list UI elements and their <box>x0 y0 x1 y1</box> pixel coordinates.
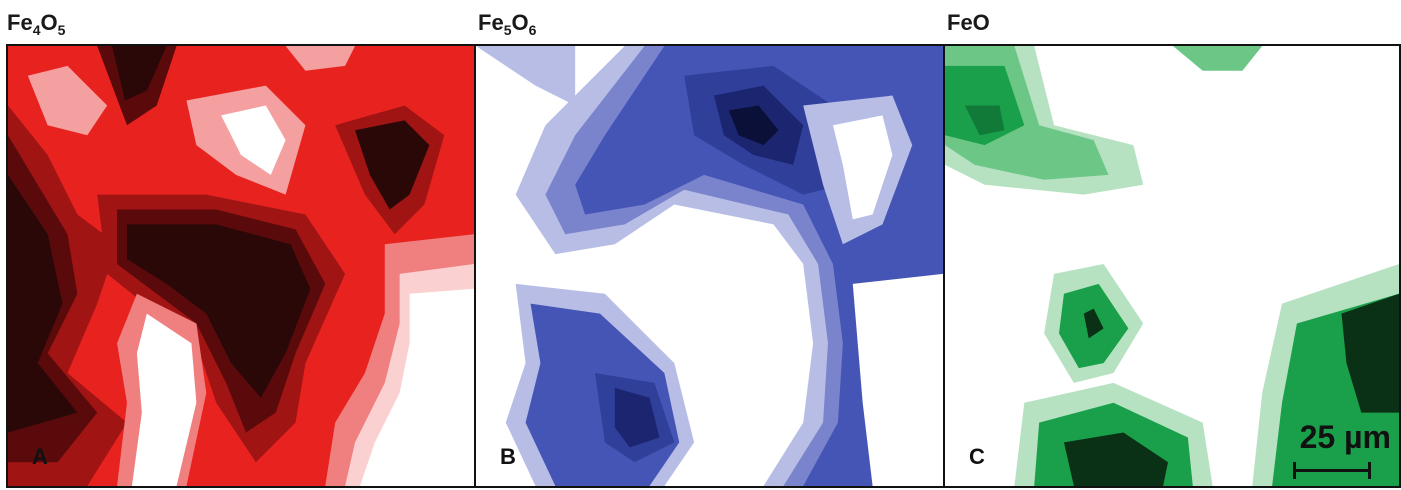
panel-b-contours <box>476 46 943 486</box>
panel-b-title: Fe5O6 <box>478 10 537 38</box>
panel-b-label: B <box>500 444 516 469</box>
panel-c-title: FeO <box>947 10 990 35</box>
panel-c-contours <box>945 46 1399 486</box>
scale-bar-label: 25 µm <box>1299 419 1391 455</box>
panel-a-contours <box>8 46 474 486</box>
panel-a-map: A <box>6 44 476 488</box>
panel-a-title: Fe4O5 <box>7 10 66 38</box>
panel-c-label: C <box>969 444 985 469</box>
panel-c-map: C 25 µm <box>943 44 1401 488</box>
scale-bar <box>1293 462 1371 479</box>
panel-b-map: B <box>474 44 945 488</box>
panel-a-label: A <box>32 444 48 469</box>
